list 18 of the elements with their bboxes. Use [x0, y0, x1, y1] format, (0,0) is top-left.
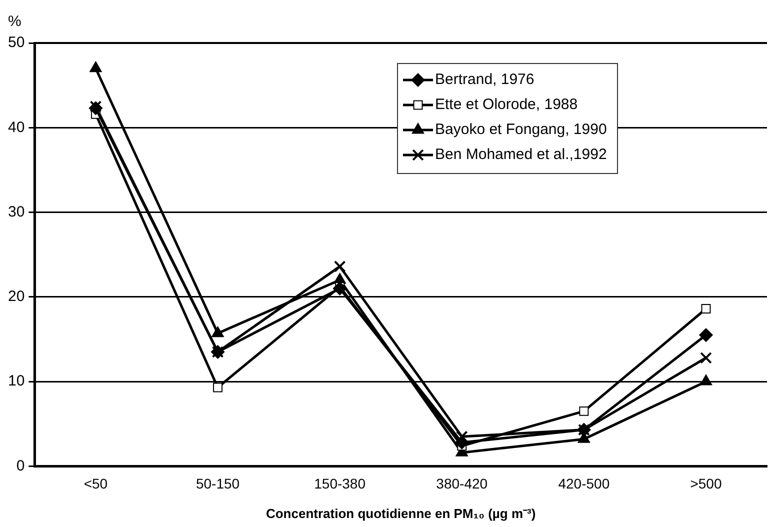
x-tick-label: 380-420 [436, 475, 488, 492]
legend-label: Bayoko et Fongang, 1990 [435, 121, 607, 138]
x-tick-label: 50-150 [196, 475, 240, 492]
y-axis-title: % [8, 13, 22, 30]
y-tick-label: 40 [8, 118, 25, 136]
x-tick-label: 420-500 [558, 475, 610, 492]
legend-label: Ette et Olorode, 1988 [435, 96, 578, 114]
x-tick-label: >500 [690, 475, 722, 492]
legend-label: Ben Mohamed et al.,1992 [435, 146, 607, 164]
y-tick-label: 0 [16, 457, 25, 474]
x-tick-label: 150-380 [314, 475, 366, 492]
x-axis-title: Concentration quotidienne en PM₁₀ (µg m⁻³) [266, 506, 536, 521]
x-tick-label: <50 [84, 475, 108, 492]
y-tick-label: 50 [8, 34, 25, 52]
y-tick-label: 30 [8, 203, 25, 220]
legend-label: Bertrand, 1976 [435, 71, 534, 88]
y-tick-label: 10 [8, 372, 25, 390]
y-tick-label: 20 [8, 288, 25, 306]
